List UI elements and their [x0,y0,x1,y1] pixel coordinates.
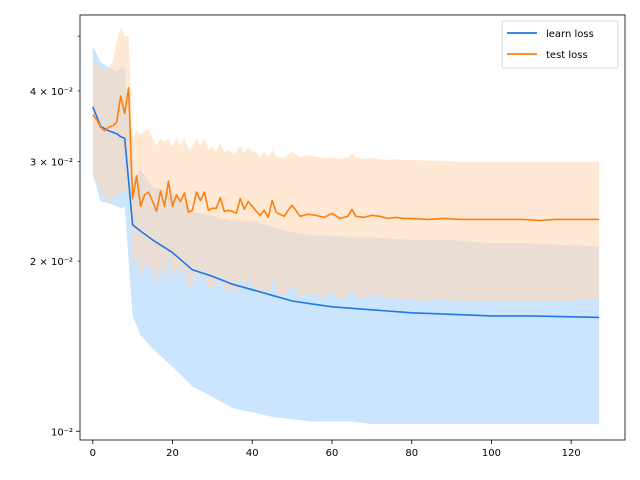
y-minor-tick-label: 4 × 10⁻² [30,87,73,98]
y-minor-tick-label: 3 × 10⁻² [30,158,73,169]
learn-loss-line [92,106,600,319]
y-axis: 10⁻² 2 × 10⁻² 3 × 10⁻² 4 × 10⁻² [30,35,80,438]
x-tick-label: 60 [326,448,339,459]
x-tick-label: 20 [166,448,179,459]
y-major-tick-label: 10⁻² [51,427,73,438]
legend-label-test-loss: test loss [546,50,588,61]
plot-area [92,26,600,424]
x-tick-label: 80 [405,448,418,459]
test-loss-band [92,26,600,301]
x-tick-label: 0 [90,448,96,459]
x-tick-label: 40 [246,448,259,459]
x-axis: 0 20 40 60 80 100 120 [90,440,581,459]
legend: learn loss test loss [501,20,619,69]
test-loss-line [92,87,600,222]
axes-frame [79,14,626,441]
x-tick-label: 120 [562,448,581,459]
legend-label-learn-loss: learn loss [546,29,594,40]
y-minor-tick-label: 2 × 10⁻² [30,257,73,268]
x-tick-label: 100 [482,448,501,459]
learn-loss-band [92,46,600,424]
